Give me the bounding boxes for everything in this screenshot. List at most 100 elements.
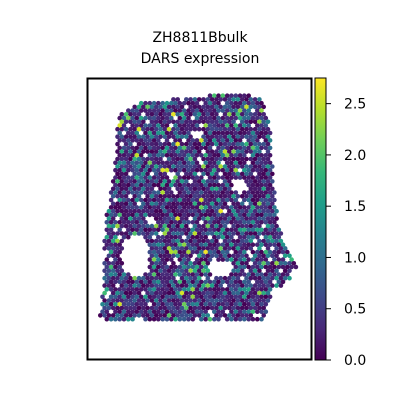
spot <box>229 294 234 300</box>
spot <box>151 145 157 151</box>
spot <box>164 123 170 128</box>
spot <box>149 231 155 236</box>
spot <box>218 305 223 311</box>
spot <box>136 119 142 125</box>
spot <box>147 100 153 106</box>
spot <box>224 100 230 106</box>
spot <box>138 212 144 218</box>
spot <box>231 141 236 147</box>
spot <box>205 126 211 132</box>
spot <box>162 313 168 318</box>
spot <box>254 190 260 195</box>
spot <box>270 179 275 184</box>
spot <box>265 268 271 274</box>
spot <box>201 246 206 251</box>
spot <box>218 156 223 162</box>
spot <box>276 257 282 262</box>
spot <box>235 313 241 318</box>
spot <box>252 305 258 311</box>
spot <box>267 160 273 166</box>
spot <box>194 167 200 173</box>
spot <box>233 167 239 173</box>
spot <box>113 160 118 166</box>
spot <box>184 141 189 147</box>
spot <box>233 242 239 247</box>
spot <box>149 156 155 162</box>
spot <box>272 197 277 203</box>
spot <box>145 208 150 214</box>
spot <box>254 197 260 203</box>
spot <box>149 313 155 318</box>
spot <box>263 242 269 247</box>
spot <box>184 179 189 184</box>
spot <box>123 112 129 117</box>
spot <box>145 290 150 296</box>
spot <box>132 126 137 132</box>
spot <box>216 302 221 307</box>
spot <box>149 186 155 192</box>
spot <box>235 298 241 303</box>
spot <box>246 227 251 233</box>
spot <box>130 294 135 300</box>
spot <box>194 287 200 292</box>
spot <box>229 197 234 203</box>
spot <box>252 275 258 281</box>
spot <box>164 279 170 285</box>
spot <box>164 153 170 158</box>
spot <box>108 294 114 300</box>
spot <box>237 257 243 262</box>
spot <box>134 197 140 203</box>
spot <box>216 294 221 300</box>
spot <box>207 145 213 151</box>
spot <box>188 283 193 288</box>
spot <box>244 246 249 251</box>
spot <box>169 205 174 210</box>
spot <box>158 238 163 244</box>
spot <box>145 104 150 110</box>
spot <box>201 253 206 259</box>
spot <box>242 249 247 255</box>
spot <box>222 97 228 102</box>
spot <box>246 279 251 285</box>
spot <box>190 190 196 195</box>
spot <box>203 234 208 240</box>
spot <box>227 164 232 169</box>
spot <box>110 253 116 259</box>
spot <box>147 287 153 292</box>
spot <box>239 119 245 125</box>
spot <box>162 261 168 266</box>
spot <box>188 253 193 259</box>
spot <box>218 216 223 221</box>
spot <box>173 227 178 233</box>
spot <box>220 93 226 98</box>
spot <box>267 138 273 143</box>
spot <box>248 104 254 110</box>
spot <box>117 153 122 158</box>
spot <box>119 164 125 169</box>
spot <box>121 279 127 285</box>
spot <box>102 313 107 318</box>
spot <box>169 153 174 158</box>
spot <box>143 234 148 240</box>
spot <box>246 197 251 203</box>
spot <box>246 145 251 151</box>
spot <box>282 268 288 274</box>
spot <box>212 242 217 247</box>
spot <box>173 242 178 247</box>
spot <box>184 186 189 192</box>
spot <box>119 268 125 274</box>
spot <box>130 123 135 128</box>
spot <box>250 100 256 106</box>
spot <box>229 316 234 322</box>
spot <box>252 201 258 206</box>
spot <box>106 253 112 259</box>
spot <box>231 97 236 102</box>
spot <box>214 112 219 117</box>
spot <box>156 115 161 121</box>
spot <box>158 223 163 229</box>
spot <box>205 216 211 221</box>
spot <box>224 167 230 173</box>
spot <box>263 115 269 121</box>
spot <box>205 201 211 206</box>
colorbar-tick-label: 0.5 <box>344 302 366 318</box>
